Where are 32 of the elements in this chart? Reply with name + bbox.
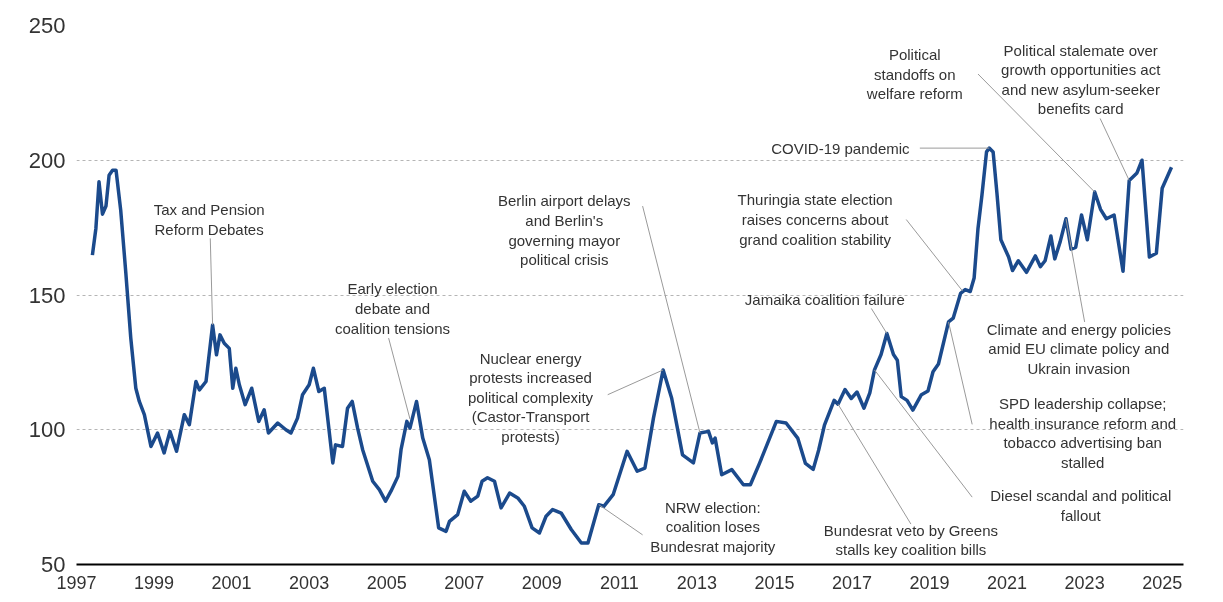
x-tick-label: 2025 [1142, 572, 1183, 593]
annotation: Nuclear energy protests increased political complexity (Castor-Transport protests) [468, 349, 594, 446]
annotation: Political stalemate over growth opportunities act and new asylum-seeker benefits card [1001, 41, 1162, 118]
x-tick-label: 2003 [289, 572, 330, 593]
y-tick-label: 250 [28, 13, 66, 38]
y-tick-label: 100 [28, 417, 66, 443]
x-tick-label: 2005 [366, 572, 407, 593]
annotation: NRW election: coalition loses Bundesrat majority [650, 498, 776, 555]
x-tick-label: 2007 [444, 572, 485, 593]
x-tick-label: 1999 [134, 572, 175, 593]
annotation: Jamaika coalition failure [744, 290, 905, 308]
x-tick-label: 2021 [987, 572, 1028, 593]
y-tick-label: 200 [28, 147, 66, 173]
x-tick-label: 2009 [521, 572, 562, 593]
x-tick-label: 2017 [831, 572, 873, 593]
annotation: SPD leadership collapse; health insurance reform and tobacco advertising ban stalled [989, 395, 1177, 471]
annotation: Climate and energy policies amid EU climate policy and Ukrain invasion [986, 320, 1171, 377]
x-tick-label: 2013 [676, 572, 717, 593]
annotation: Political standoffs on welfare reform [865, 45, 963, 103]
annotation: Bundesrat veto by Greens stalls key coalition bills [823, 521, 999, 559]
x-tick-label: 2023 [1064, 572, 1105, 593]
x-tick-label: 2001 [211, 572, 252, 593]
x-tick-label: 2019 [909, 572, 950, 593]
x-tick-label: 2011 [599, 572, 639, 593]
y-tick-label: 150 [28, 282, 66, 308]
annotation: Diesel scandal and political fallout [990, 487, 1172, 524]
annotation: Tax and Pension Reform Debates [153, 201, 265, 238]
annotation: Berlin airport delays and Berlin's governing mayor political crisis [498, 192, 631, 269]
annotation: Thuringia state election raises concerns about grand coalition stability [737, 191, 893, 248]
x-tick-label: 2015 [754, 572, 795, 593]
annotation: Early election debate and coalition tensions [334, 280, 451, 337]
annotation: COVID-19 pandemic [771, 139, 911, 157]
